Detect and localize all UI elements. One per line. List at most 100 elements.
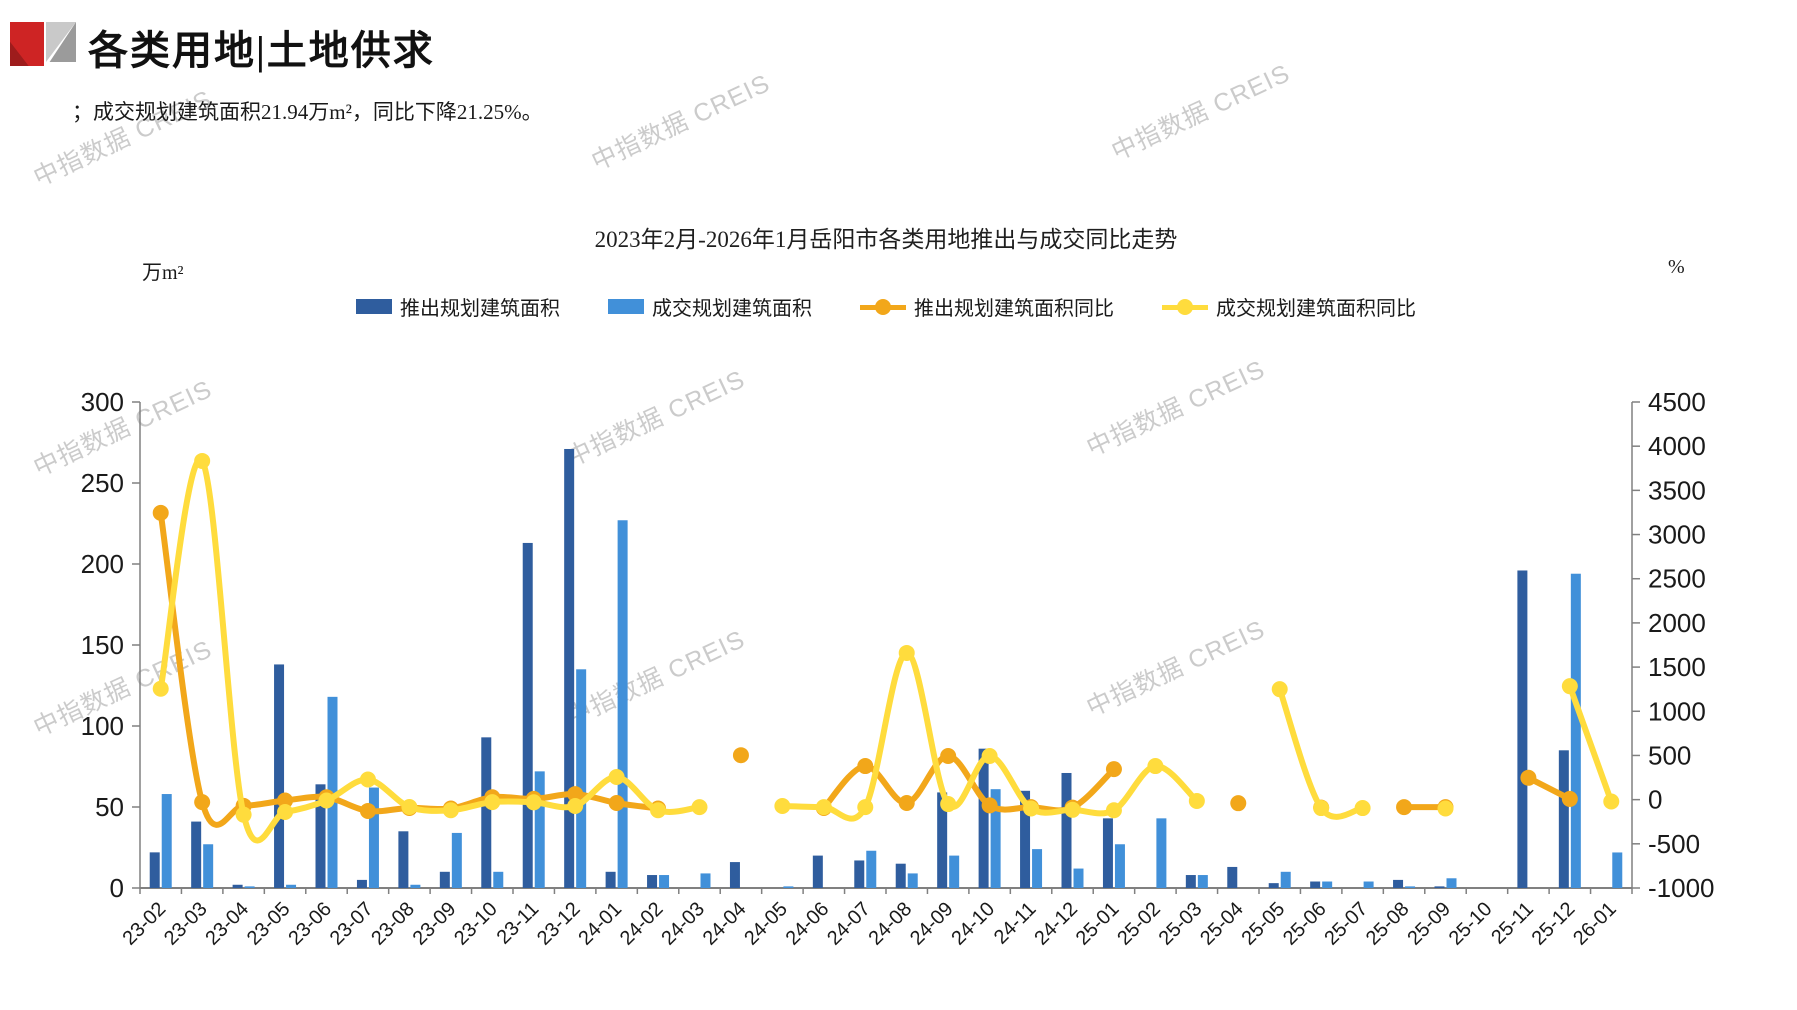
x-tick-label: 25-09 (1403, 898, 1455, 950)
legend-item-2: 推出规划建筑面积同比 (860, 292, 1114, 321)
bar (990, 789, 1001, 888)
line-segment (1566, 683, 1615, 805)
legend-line-swatch-icon (860, 298, 906, 315)
bar (493, 871, 504, 888)
data-point (1105, 761, 1122, 778)
x-axis-labels: 23-0223-0323-0423-0523-0623-0723-0823-09… (119, 898, 1621, 950)
data-point (608, 794, 625, 811)
data-point (732, 747, 749, 764)
line-chengjiao-yoy (152, 452, 1620, 844)
left-tick-label: 150 (81, 630, 124, 660)
data-point (1064, 801, 1081, 818)
x-tick-label: 23-08 (367, 898, 419, 950)
bar (1393, 879, 1404, 888)
data-point (1396, 799, 1413, 816)
legend-item-1: 成交规划建筑面积 (608, 292, 812, 321)
bar (1363, 881, 1374, 888)
summary-text: ；成交规划建筑面积21.94万m²，同比下降21.25%。 (72, 100, 543, 124)
bar (1310, 881, 1321, 888)
bar (368, 787, 379, 888)
bar (937, 792, 948, 888)
bar (895, 863, 906, 888)
bar (1102, 818, 1113, 888)
x-tick-label: 23-06 (284, 898, 336, 950)
bar (1197, 875, 1208, 888)
data-point (774, 797, 791, 814)
bar (1268, 883, 1279, 888)
bar (907, 873, 918, 888)
x-tick-label: 25-04 (1196, 898, 1248, 950)
data-point (981, 797, 998, 814)
data-point (940, 747, 957, 764)
right-tick-label: -1000 (1648, 873, 1715, 903)
bars-tuichu (149, 448, 1569, 888)
x-tick-label: 23-07 (326, 898, 378, 950)
left-tick-label: 0 (110, 873, 124, 903)
bar (700, 873, 711, 888)
bar (315, 784, 326, 888)
x-tick-label: 25-01 (1072, 898, 1124, 950)
axes: 0 50 100 150 200 250 300 -1000 -500 0 500 1000 1500 2… (81, 387, 1715, 903)
data-point (1354, 800, 1371, 817)
bar (1405, 886, 1416, 888)
bar (605, 871, 616, 888)
bar (232, 884, 243, 888)
bar (617, 520, 628, 888)
data-point (152, 504, 169, 521)
bar (1517, 570, 1528, 888)
x-tick-label: 24-04 (699, 898, 751, 950)
bar (854, 860, 865, 888)
legend-label: 推出规划建筑面积 (400, 298, 560, 320)
data-point (898, 794, 915, 811)
data-point (277, 792, 294, 809)
right-tick-label: 2000 (1648, 608, 1706, 638)
data-point (1105, 802, 1122, 819)
legend-line-swatch-icon (1162, 298, 1208, 315)
x-tick-label: 23-11 (493, 898, 544, 949)
data-point (1603, 793, 1620, 810)
data-point (857, 758, 874, 775)
bar (1558, 750, 1569, 888)
data-point (1230, 795, 1247, 812)
bar (1156, 818, 1167, 888)
right-tick-label: 500 (1648, 740, 1691, 770)
data-point (1147, 758, 1164, 775)
data-point (1023, 800, 1040, 817)
right-tick-label: 0 (1648, 785, 1662, 815)
bar (1227, 866, 1238, 888)
legend-label: 成交规划建筑面积 (652, 298, 812, 320)
bar (1570, 573, 1581, 888)
data-point (1313, 800, 1330, 817)
bar (274, 664, 285, 888)
left-axis-title: 万m² (142, 262, 184, 284)
right-tick-label: 2500 (1648, 564, 1706, 594)
bar (534, 771, 545, 888)
x-tick-label: 24-02 (616, 898, 668, 950)
x-tick-label: 25-12 (1528, 898, 1580, 950)
right-tick-label: -500 (1648, 829, 1700, 859)
data-point (442, 802, 459, 819)
bar (659, 875, 670, 888)
x-tick-label: 24-12 (1030, 898, 1082, 950)
data-point (567, 797, 584, 814)
bar (398, 831, 409, 888)
x-tick-label: 23-03 (160, 898, 212, 950)
x-tick-label: 25-03 (1155, 898, 1207, 950)
legend-item-0: 推出规划建筑面积 (356, 292, 560, 321)
data-point (691, 799, 708, 816)
data-point (359, 802, 376, 819)
data-point (194, 794, 211, 811)
bar (729, 862, 740, 888)
right-tick-label: 1500 (1648, 652, 1706, 682)
bar (439, 871, 450, 888)
legend-item-3: 成交规划建筑面积同比 (1162, 292, 1416, 321)
bar (1434, 886, 1445, 888)
data-point (981, 747, 998, 764)
data-point (857, 799, 874, 816)
legend-label: 成交规划建筑面积同比 (1216, 298, 1416, 320)
right-axis-title: % (1668, 256, 1685, 278)
x-tick-label: 23-09 (409, 898, 461, 950)
x-tick-label: 25-05 (1238, 898, 1290, 950)
x-tick-label: 24-10 (947, 898, 999, 950)
left-tick-label: 300 (81, 387, 124, 417)
